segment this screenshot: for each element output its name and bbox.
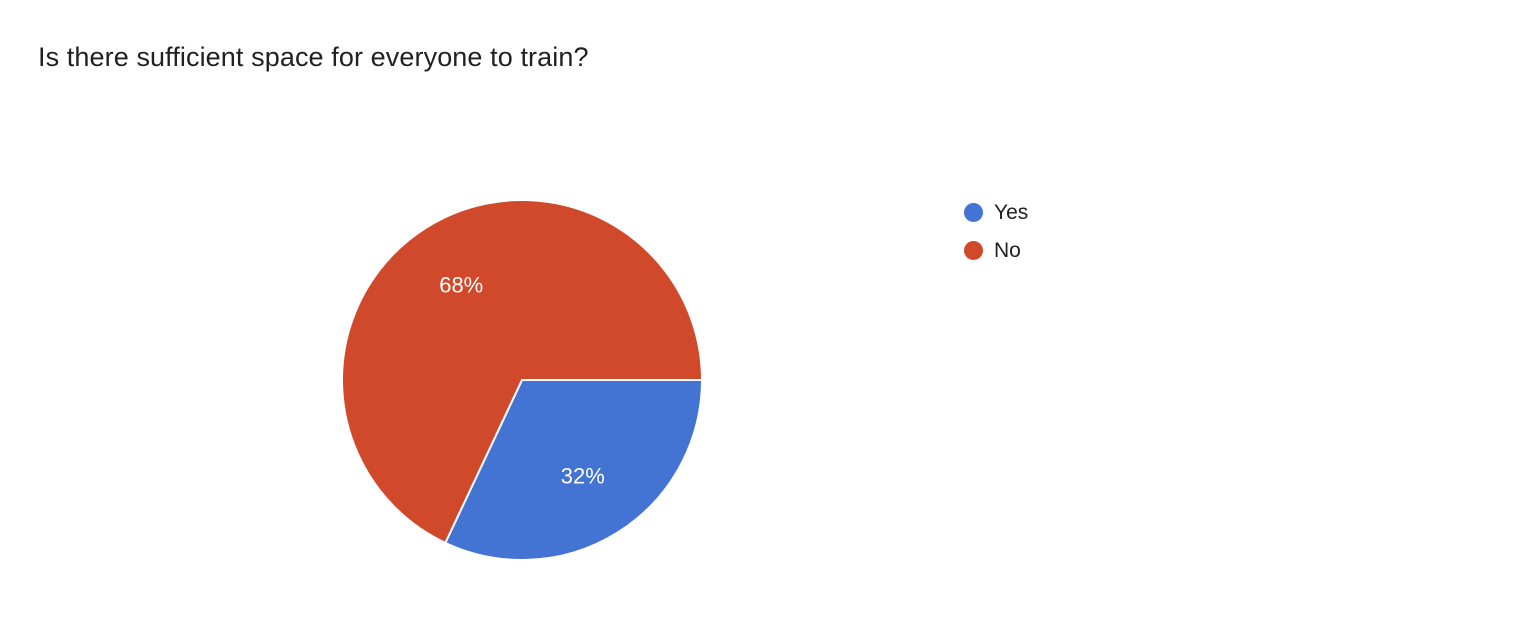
legend-swatch-no <box>964 241 983 260</box>
pie-slice-label-yes: 32% <box>561 464 605 489</box>
legend-swatch-yes <box>964 203 983 222</box>
legend-item-yes: Yes <box>964 198 1028 227</box>
legend-item-no: No <box>964 236 1028 265</box>
legend-label-yes: Yes <box>994 200 1029 224</box>
chart-legend: Yes No <box>964 198 1028 265</box>
pie-chart: 32% 68% <box>341 199 703 561</box>
legend-label-no: No <box>994 238 1021 262</box>
pie-slice-no <box>341 199 703 544</box>
pie-slice-yes <box>444 379 703 561</box>
chart-title: Is there sufficient space for everyone t… <box>38 42 589 72</box>
pie-slice-label-no: 68% <box>439 272 483 297</box>
